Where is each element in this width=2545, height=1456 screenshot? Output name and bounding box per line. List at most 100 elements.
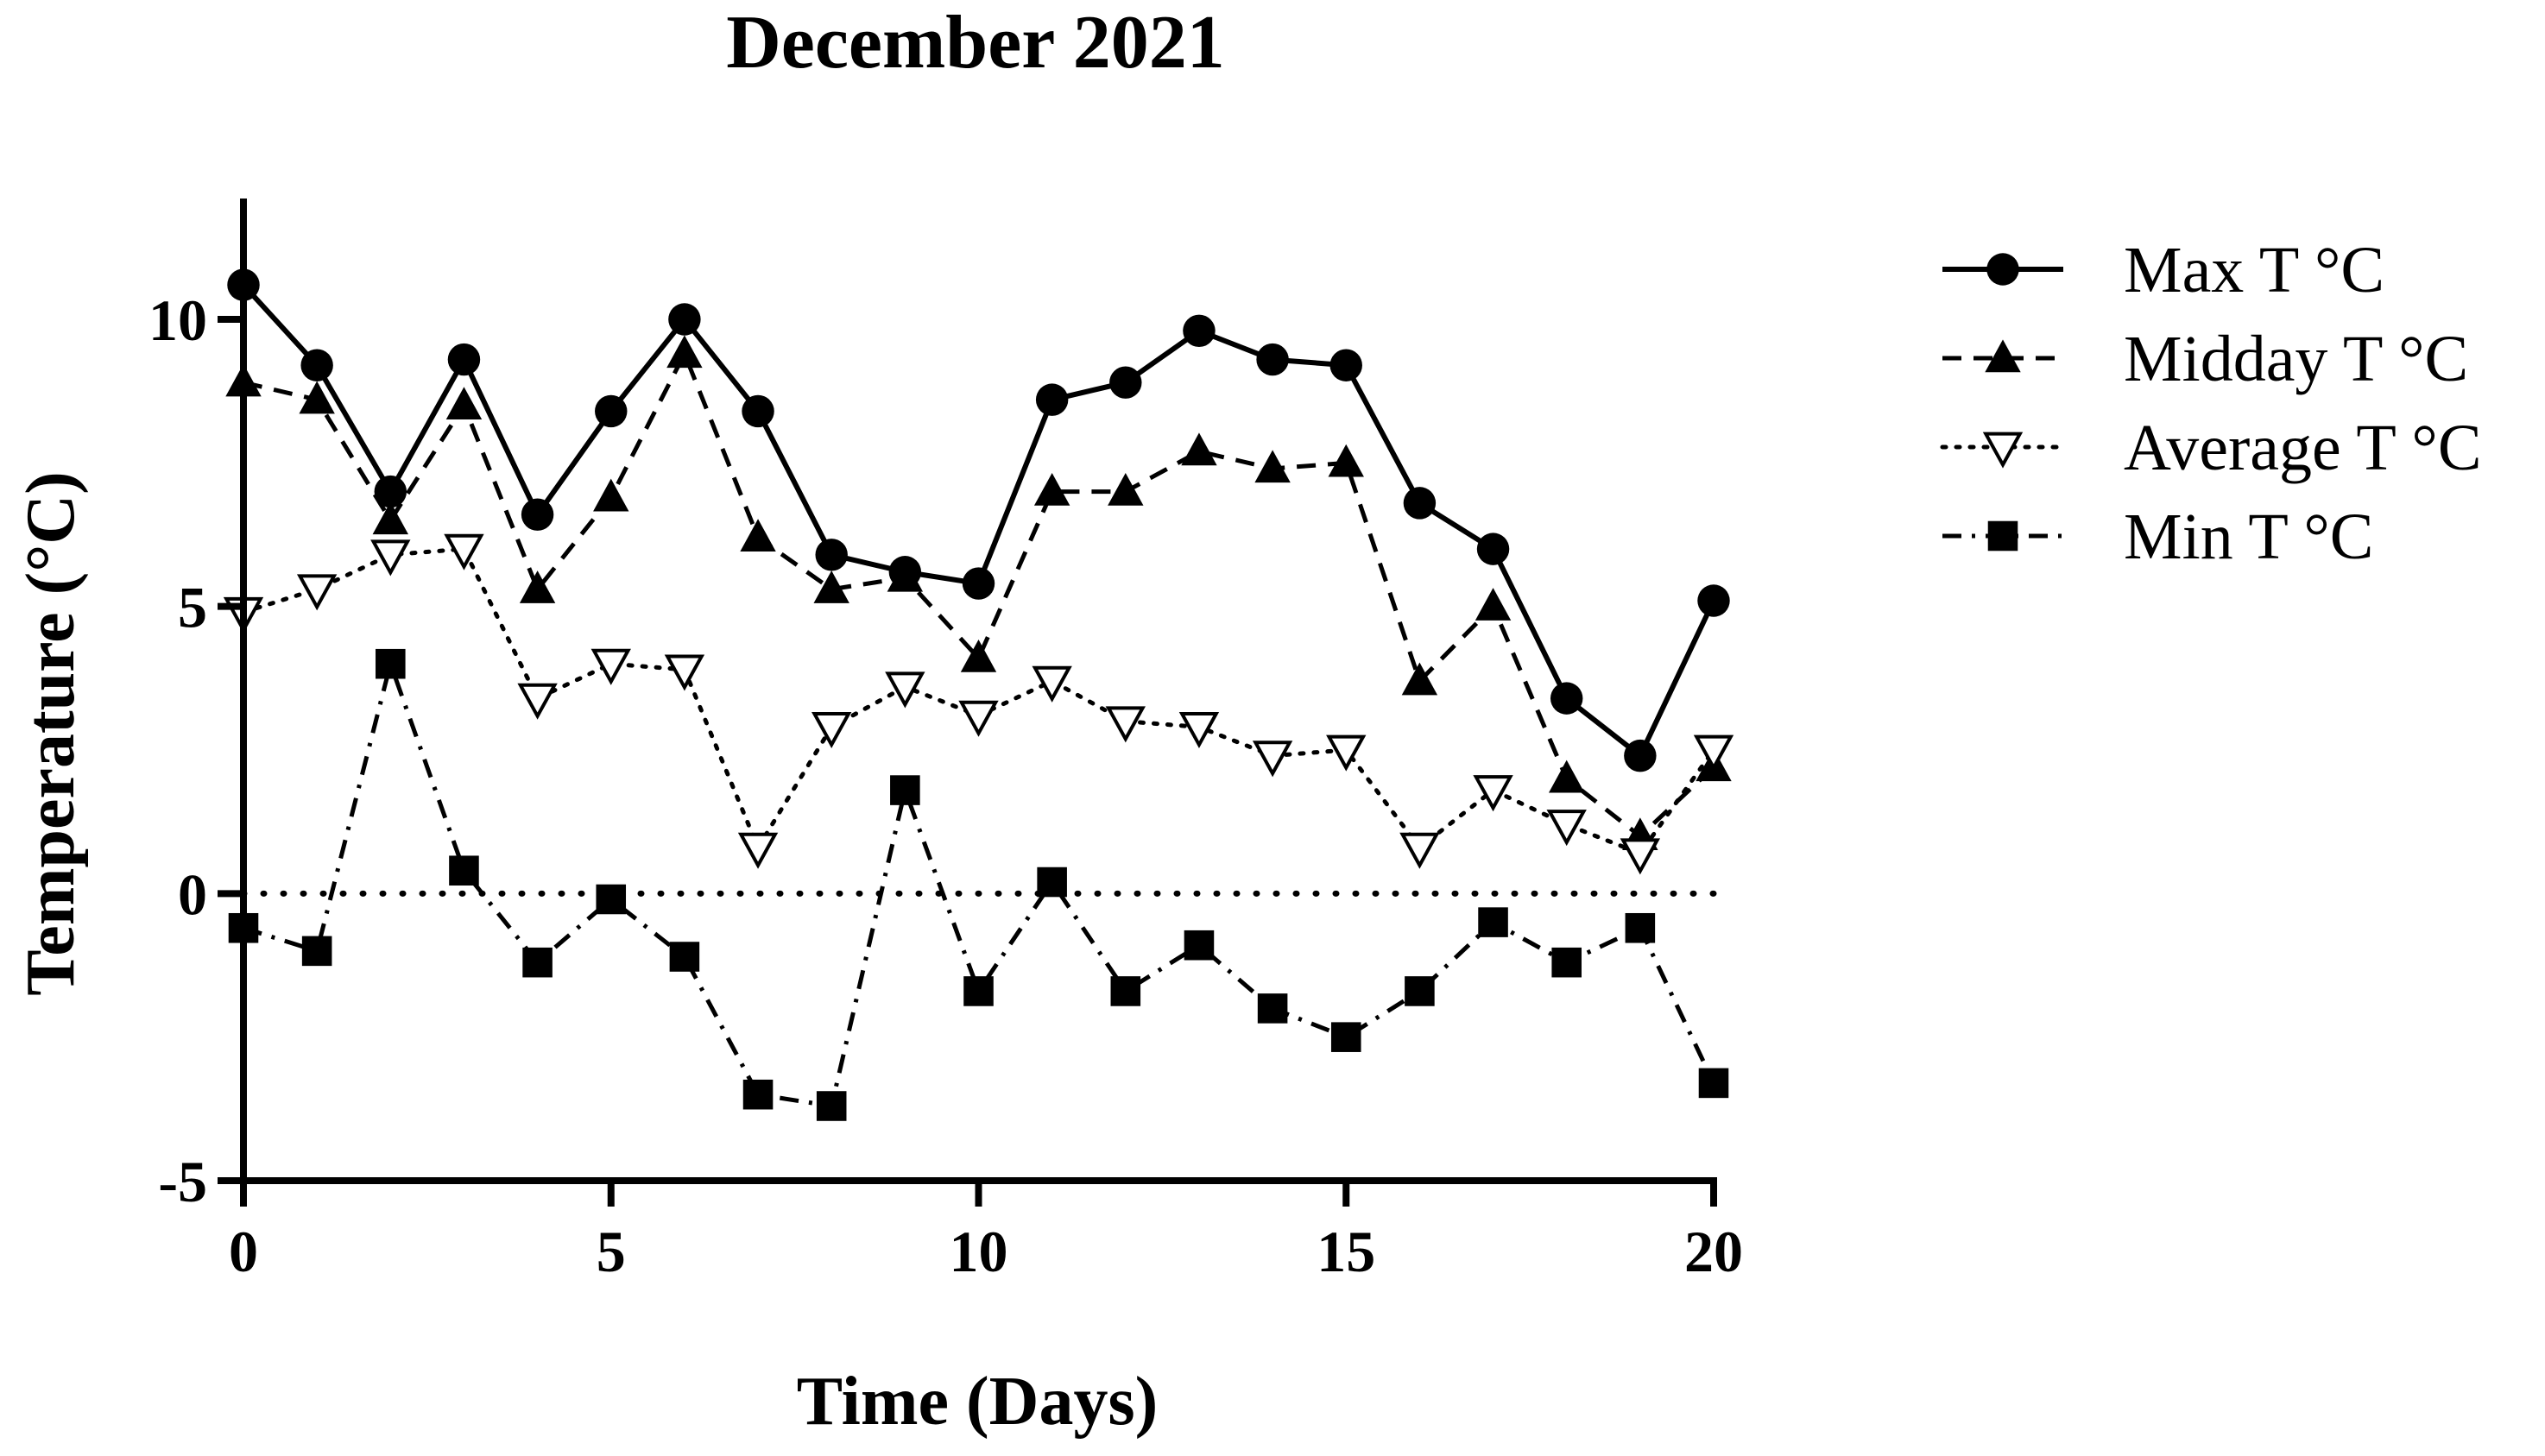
legend-item-3: Min T °C (1942, 501, 2373, 573)
series-0-point-7 (742, 394, 774, 428)
series-2-point-10 (958, 700, 999, 737)
series-3-point-1 (301, 936, 332, 967)
series-0-point-6 (668, 303, 701, 336)
series-3-point-17 (1478, 907, 1508, 937)
series-2-point-19 (1620, 838, 1661, 875)
series-3-point-7 (742, 1079, 774, 1110)
plot-area: 0 5 10 15 20 -5 0 5 10 (148, 199, 1743, 1284)
series-1-point-13 (1181, 432, 1217, 466)
series-1-point-18 (1549, 760, 1585, 793)
x-tick-label-3: 15 (1317, 1219, 1375, 1284)
x-tick-label-0: 0 (229, 1219, 258, 1284)
series-3-point-19 (1625, 912, 1656, 943)
y-tick-label-1: 0 (178, 861, 207, 927)
series-1-point-6 (666, 335, 703, 369)
series-0-point-20 (1697, 584, 1730, 617)
series-2-point-16 (1399, 832, 1440, 869)
series-3-point-9 (890, 775, 920, 805)
legend: Max T °C Midday T °C Average T °C Min T °C (1940, 234, 2482, 573)
series-3-point-10 (963, 976, 994, 1006)
series-3-point-15 (1330, 1022, 1361, 1052)
series-0-point-4 (521, 498, 554, 531)
series-0-point-10 (962, 567, 995, 600)
series-3-point-11 (1037, 867, 1067, 898)
series-3-point-14 (1257, 993, 1288, 1024)
legend-marker-0 (1986, 253, 2019, 286)
series-3-point-2 (376, 648, 406, 679)
series-3-point-18 (1551, 947, 1582, 978)
series-1-point-11 (1033, 473, 1070, 506)
legend-label-2: Average T °C (2124, 412, 2482, 484)
y-tick-label-2: 5 (178, 575, 207, 640)
series-3-point-13 (1184, 930, 1215, 961)
series-0-point-17 (1476, 533, 1510, 565)
series-2-point-3 (444, 533, 484, 570)
series-3-point-12 (1110, 976, 1141, 1006)
series-1-point-15 (1328, 444, 1364, 477)
series-3-point-8 (816, 1091, 847, 1121)
series-line-1 (243, 351, 1715, 839)
series-2-point-20 (1693, 734, 1734, 772)
series-1-point-12 (1108, 473, 1144, 506)
series-1-point-8 (813, 570, 849, 603)
series-1-point-17 (1475, 588, 1512, 621)
series-3-point-6 (669, 942, 700, 972)
series-0-point-2 (374, 475, 407, 508)
series-2-point-15 (1326, 734, 1367, 772)
series-3-point-20 (1698, 1068, 1729, 1099)
series-0-point-12 (1109, 366, 1142, 399)
legend-item-2: Average T °C (1940, 412, 2482, 484)
legend-marker-3 (1987, 520, 2018, 552)
series-2-point-12 (1105, 706, 1146, 743)
series-1-point-10 (960, 639, 997, 672)
series-3-point-16 (1405, 976, 1435, 1006)
series-2-point-14 (1252, 741, 1293, 778)
y-tick-label-0: -5 (158, 1149, 207, 1214)
series-2-point-8 (811, 711, 852, 749)
series-0-point-11 (1035, 383, 1069, 416)
series-1-point-16 (1401, 662, 1438, 696)
series-2-point-9 (885, 671, 925, 709)
series-markers-layer (223, 268, 1734, 1121)
legend-label-1: Midday T °C (2124, 323, 2468, 395)
legend-marker-2 (1982, 432, 2024, 469)
series-0-point-3 (447, 343, 481, 376)
series-0-point-1 (300, 349, 333, 381)
series-3-point-5 (596, 884, 627, 915)
series-2-point-6 (664, 654, 705, 691)
legend-marker-1 (1985, 339, 2021, 373)
series-1-point-5 (593, 478, 629, 512)
series-2-point-2 (370, 539, 411, 577)
series-2-point-5 (590, 648, 631, 685)
legend-label-0: Max T °C (2124, 234, 2384, 306)
x-axis-label: Time (Days) (797, 1364, 1158, 1440)
series-1-point-1 (299, 381, 335, 414)
series-2-point-17 (1473, 775, 1513, 812)
y-tick-label-3: 10 (148, 287, 207, 353)
series-0-point-5 (595, 394, 628, 428)
series-3-point-4 (522, 947, 553, 978)
series-2-point-7 (737, 832, 779, 869)
series-2-point-18 (1546, 810, 1587, 847)
y-axis-label: Temperature (°C) (13, 471, 89, 995)
series-0-point-16 (1403, 487, 1437, 520)
x-tick-label-1: 5 (597, 1219, 626, 1284)
tick-labels-layer: 0 5 10 15 20 -5 0 5 10 (148, 287, 1743, 1284)
series-0-point-19 (1624, 739, 1657, 772)
series-2-point-11 (1032, 665, 1072, 703)
chart-title: December 2021 (726, 1, 1225, 85)
series-1-point-9 (887, 558, 924, 592)
series-0-point-18 (1550, 682, 1583, 715)
series-0-point-13 (1183, 314, 1216, 348)
series-1-point-7 (740, 519, 776, 552)
legend-item-0: Max T °C (1942, 234, 2384, 306)
x-tick-label-2: 10 (950, 1219, 1008, 1284)
series-1-point-3 (445, 387, 483, 419)
series-2-point-13 (1178, 711, 1220, 749)
legend-label-3: Min T °C (2124, 501, 2373, 573)
series-1-point-2 (372, 501, 408, 535)
x-tick-label-4: 20 (1684, 1219, 1743, 1284)
legend-item-1: Midday T °C (1942, 323, 2468, 395)
series-0-point-8 (815, 539, 848, 571)
